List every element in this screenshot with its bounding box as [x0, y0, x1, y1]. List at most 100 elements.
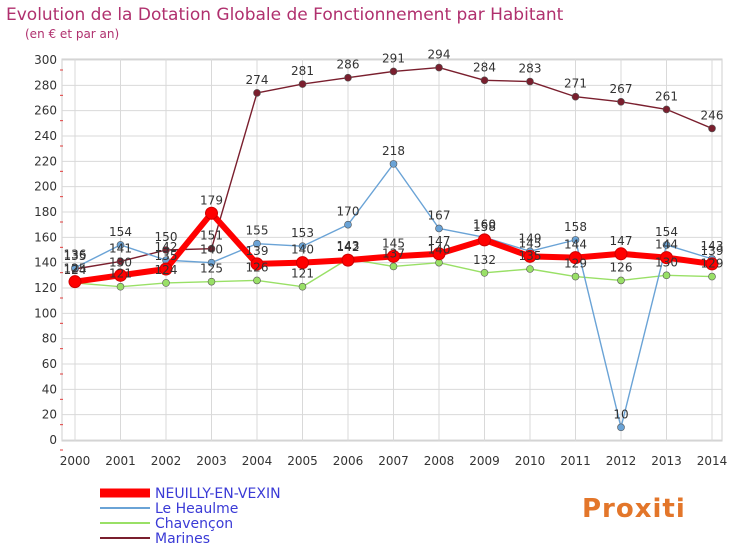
- data-label-marines: 283: [519, 62, 542, 76]
- point-marines: [708, 124, 716, 133]
- data-label-le-heaulme: 149: [519, 231, 542, 245]
- legend-label-chaven-on: Chavençon: [155, 516, 233, 532]
- y-tick-label: 0: [49, 433, 57, 447]
- data-label-le-heaulme: 154: [655, 225, 678, 239]
- point-chaven-on: [480, 268, 489, 277]
- x-tick-label: 2007: [378, 454, 409, 468]
- data-label-marines: 281: [291, 64, 314, 78]
- data-label-le-heaulme: 153: [291, 226, 314, 240]
- data-label-chaven-on: 140: [428, 243, 451, 257]
- data-label-neuilly-en-vexin: 140: [291, 243, 314, 257]
- data-label-neuilly-en-vexin: 147: [610, 234, 633, 248]
- chart-title: Evolution de la Dotation Globale de Fonc…: [6, 5, 564, 25]
- legend-label-marines: Marines: [155, 531, 210, 547]
- point-neuilly-en-vexin: [705, 257, 719, 271]
- point-le-heaulme: [207, 258, 216, 267]
- y-tick-label: 160: [34, 230, 57, 244]
- x-tick-label: 2013: [651, 454, 682, 468]
- point-chaven-on: [708, 272, 716, 281]
- y-tick-label: 100: [34, 306, 57, 320]
- point-marines: [571, 92, 580, 101]
- chart-subtitle: (en € et par an): [25, 27, 119, 41]
- data-label-chaven-on: 135: [519, 249, 542, 263]
- data-label-neuilly-en-vexin: 144: [655, 238, 678, 252]
- data-label-marines: 141: [109, 241, 132, 255]
- point-le-heaulme: [617, 423, 625, 432]
- point-marines: [389, 67, 398, 76]
- data-label-marines: 286: [337, 58, 360, 72]
- point-marines: [435, 63, 443, 72]
- data-label-le-heaulme: 158: [564, 220, 587, 234]
- point-marines: [207, 244, 216, 253]
- x-tick-label: 2006: [333, 454, 364, 468]
- x-tick-label: 2014: [697, 454, 728, 468]
- data-label-chaven-on: 132: [473, 253, 496, 267]
- data-label-neuilly-en-vexin: 139: [246, 244, 269, 258]
- point-chaven-on: [162, 279, 170, 287]
- point-le-heaulme: [298, 242, 307, 250]
- point-marines: [526, 77, 534, 86]
- x-tick-label: 2008: [424, 454, 455, 468]
- data-labels: 135 141 150 151 274 281 286 291 294 284 283 271 267 2…: [64, 48, 724, 422]
- point-le-heaulme: [435, 224, 443, 233]
- data-label-marines: 294: [428, 48, 451, 62]
- data-label-marines: 135: [64, 249, 87, 263]
- data-label-le-heaulme: 155: [246, 224, 269, 238]
- point-chaven-on: [617, 276, 625, 285]
- point-chaven-on: [389, 262, 398, 271]
- y-tick-label: 240: [34, 129, 57, 143]
- data-label-neuilly-en-vexin: 142: [337, 240, 360, 254]
- x-tick-label: 2004: [242, 454, 273, 468]
- point-marines: [253, 89, 261, 97]
- y-tick-label: 180: [34, 205, 57, 219]
- data-label-le-heaulme: 167: [428, 208, 451, 222]
- y-tick-label: 60: [42, 357, 57, 371]
- point-marines: [480, 76, 489, 85]
- gridlines: [60, 59, 722, 451]
- point-marines: [116, 257, 125, 266]
- point-le-heaulme: [116, 241, 125, 249]
- data-label-marines: 291: [382, 51, 405, 65]
- point-neuilly-en-vexin: [68, 275, 82, 289]
- x-tick-label: 2002: [151, 454, 182, 468]
- x-tick-label: 2005: [287, 454, 318, 468]
- data-label-chaven-on: 121: [291, 267, 314, 281]
- data-label-chaven-on: 129: [564, 257, 587, 271]
- point-neuilly-en-vexin: [569, 251, 582, 265]
- x-tick-label: 2003: [196, 454, 227, 468]
- x-tick-label: 2010: [515, 454, 546, 468]
- data-label-le-heaulme: 136: [64, 248, 87, 262]
- data-label-chaven-on: 126: [246, 260, 269, 274]
- x-tick-label: 2012: [606, 454, 637, 468]
- data-label-marines: 267: [610, 82, 633, 96]
- data-label-le-heaulme: 10: [613, 407, 628, 421]
- point-neuilly-en-vexin: [159, 262, 173, 276]
- data-label-neuilly-en-vexin: 125: [64, 262, 87, 276]
- point-chaven-on: [207, 277, 216, 286]
- data-label-chaven-on: 124: [64, 263, 87, 277]
- point-neuilly-en-vexin: [432, 247, 446, 261]
- series-layer: [68, 63, 719, 432]
- point-marines: [344, 73, 352, 82]
- data-label-chaven-on: 143: [337, 239, 360, 253]
- point-chaven-on: [662, 271, 671, 280]
- point-marines: [662, 105, 671, 114]
- point-le-heaulme: [389, 160, 398, 168]
- point-chaven-on: [298, 282, 307, 291]
- data-label-chaven-on: 125: [200, 262, 223, 276]
- y-tick-label: 300: [34, 53, 57, 67]
- point-neuilly-en-vexin: [114, 268, 127, 282]
- point-neuilly-en-vexin: [614, 247, 628, 261]
- data-label-neuilly-en-vexin: 135: [155, 249, 178, 263]
- data-label-chaven-on: 130: [655, 255, 678, 269]
- data-label-neuilly-en-vexin: 179: [200, 193, 223, 207]
- y-tick-label: 200: [34, 180, 57, 194]
- y-tick-label: 220: [34, 154, 57, 168]
- point-marines: [162, 246, 170, 254]
- y-tick-label: 40: [42, 382, 57, 396]
- point-neuilly-en-vexin: [523, 249, 537, 263]
- data-label-le-heaulme: 160: [473, 217, 496, 231]
- data-label-chaven-on: 121: [109, 267, 132, 281]
